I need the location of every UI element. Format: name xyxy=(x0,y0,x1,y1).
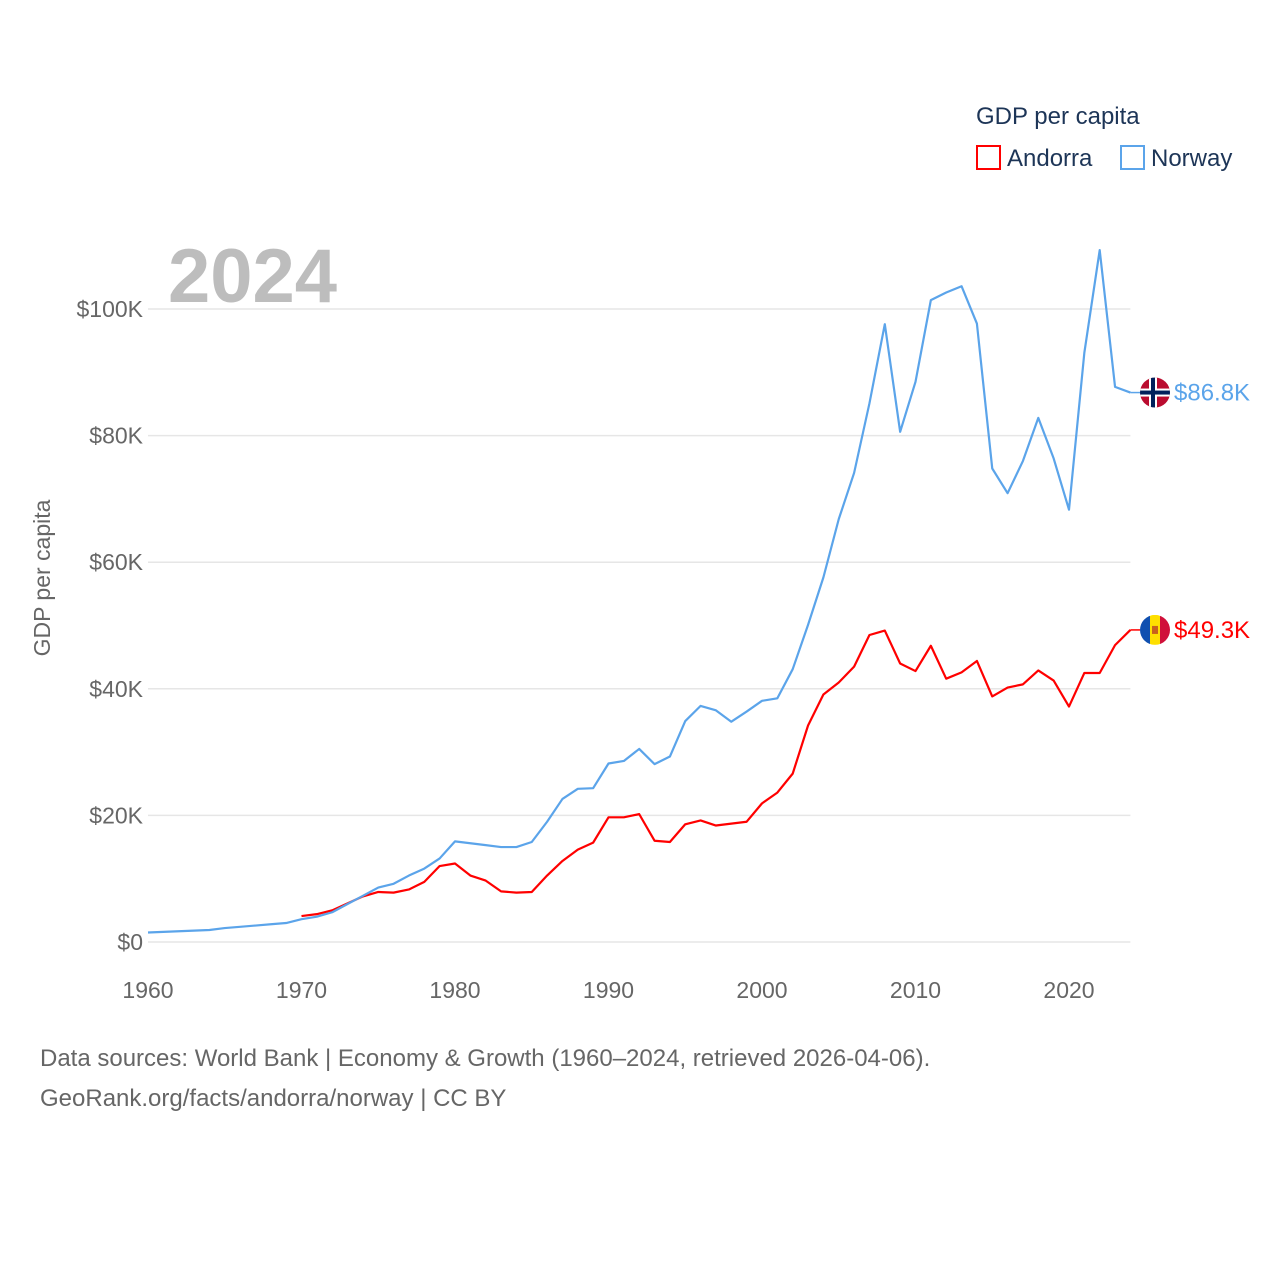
x-tick-label: 1980 xyxy=(429,977,480,1003)
legend-label-norway: Norway xyxy=(1151,145,1232,172)
norway-flag-icon xyxy=(1140,377,1170,408)
legend: GDP per capita Andorra Norway xyxy=(976,103,1232,172)
x-axis-ticks: 1960 1970 1980 1990 2000 2010 2020 xyxy=(122,977,1094,1003)
andorra-flag-icon xyxy=(1140,614,1170,645)
x-tick-label: 1990 xyxy=(583,977,634,1003)
x-tick-label: 2010 xyxy=(890,977,941,1003)
series-line-andorra xyxy=(301,629,1132,918)
flag-shape xyxy=(1140,614,1170,645)
end-labels: $49.3K $86.8K xyxy=(1130,377,1250,645)
year-watermark: 2024 xyxy=(168,234,337,319)
legend-item-norway[interactable]: Norway xyxy=(1120,145,1232,172)
flag-stripe-blue xyxy=(1140,614,1150,645)
y-tick-label: $100K xyxy=(76,296,143,322)
series-line-norway xyxy=(147,249,1131,934)
y-tick-label: $60K xyxy=(89,549,143,575)
series-lines xyxy=(147,249,1132,934)
footer-sources: Data sources: World Bank | Economy & Gro… xyxy=(40,1045,931,1072)
x-tick-label: 2000 xyxy=(736,977,787,1003)
y-tick-label: $40K xyxy=(89,676,143,702)
legend-title: GDP per capita xyxy=(976,103,1140,130)
y-axis-label: GDP per capita xyxy=(29,499,55,656)
gridlines xyxy=(148,308,1131,943)
x-tick-label: 1970 xyxy=(276,977,327,1003)
legend-label-andorra: Andorra xyxy=(1007,145,1093,172)
footer-credit[interactable]: GeoRank.org/facts/andorra/norway | CC BY xyxy=(40,1085,507,1112)
x-tick-label: 1960 xyxy=(122,977,173,1003)
end-value-label-norway: $86.8K xyxy=(1174,380,1250,407)
y-axis-ticks: $0 $20K $40K $60K $80K $100K xyxy=(76,296,143,955)
legend-swatch-norway xyxy=(1120,145,1145,170)
y-tick-label: $0 xyxy=(117,929,143,955)
legend-swatch-andorra xyxy=(976,145,1001,170)
flag-coat-of-arms xyxy=(1152,625,1158,634)
flag-cross-blue xyxy=(1151,377,1155,408)
flag-stripe-red xyxy=(1160,614,1170,645)
y-tick-label: $80K xyxy=(89,423,143,449)
end-value-label-andorra: $49.3K xyxy=(1174,617,1250,644)
y-tick-label: $20K xyxy=(89,802,143,828)
legend-item-andorra[interactable]: Andorra xyxy=(976,145,1093,172)
flag-shape xyxy=(1140,377,1170,408)
x-tick-label: 2020 xyxy=(1043,977,1094,1003)
